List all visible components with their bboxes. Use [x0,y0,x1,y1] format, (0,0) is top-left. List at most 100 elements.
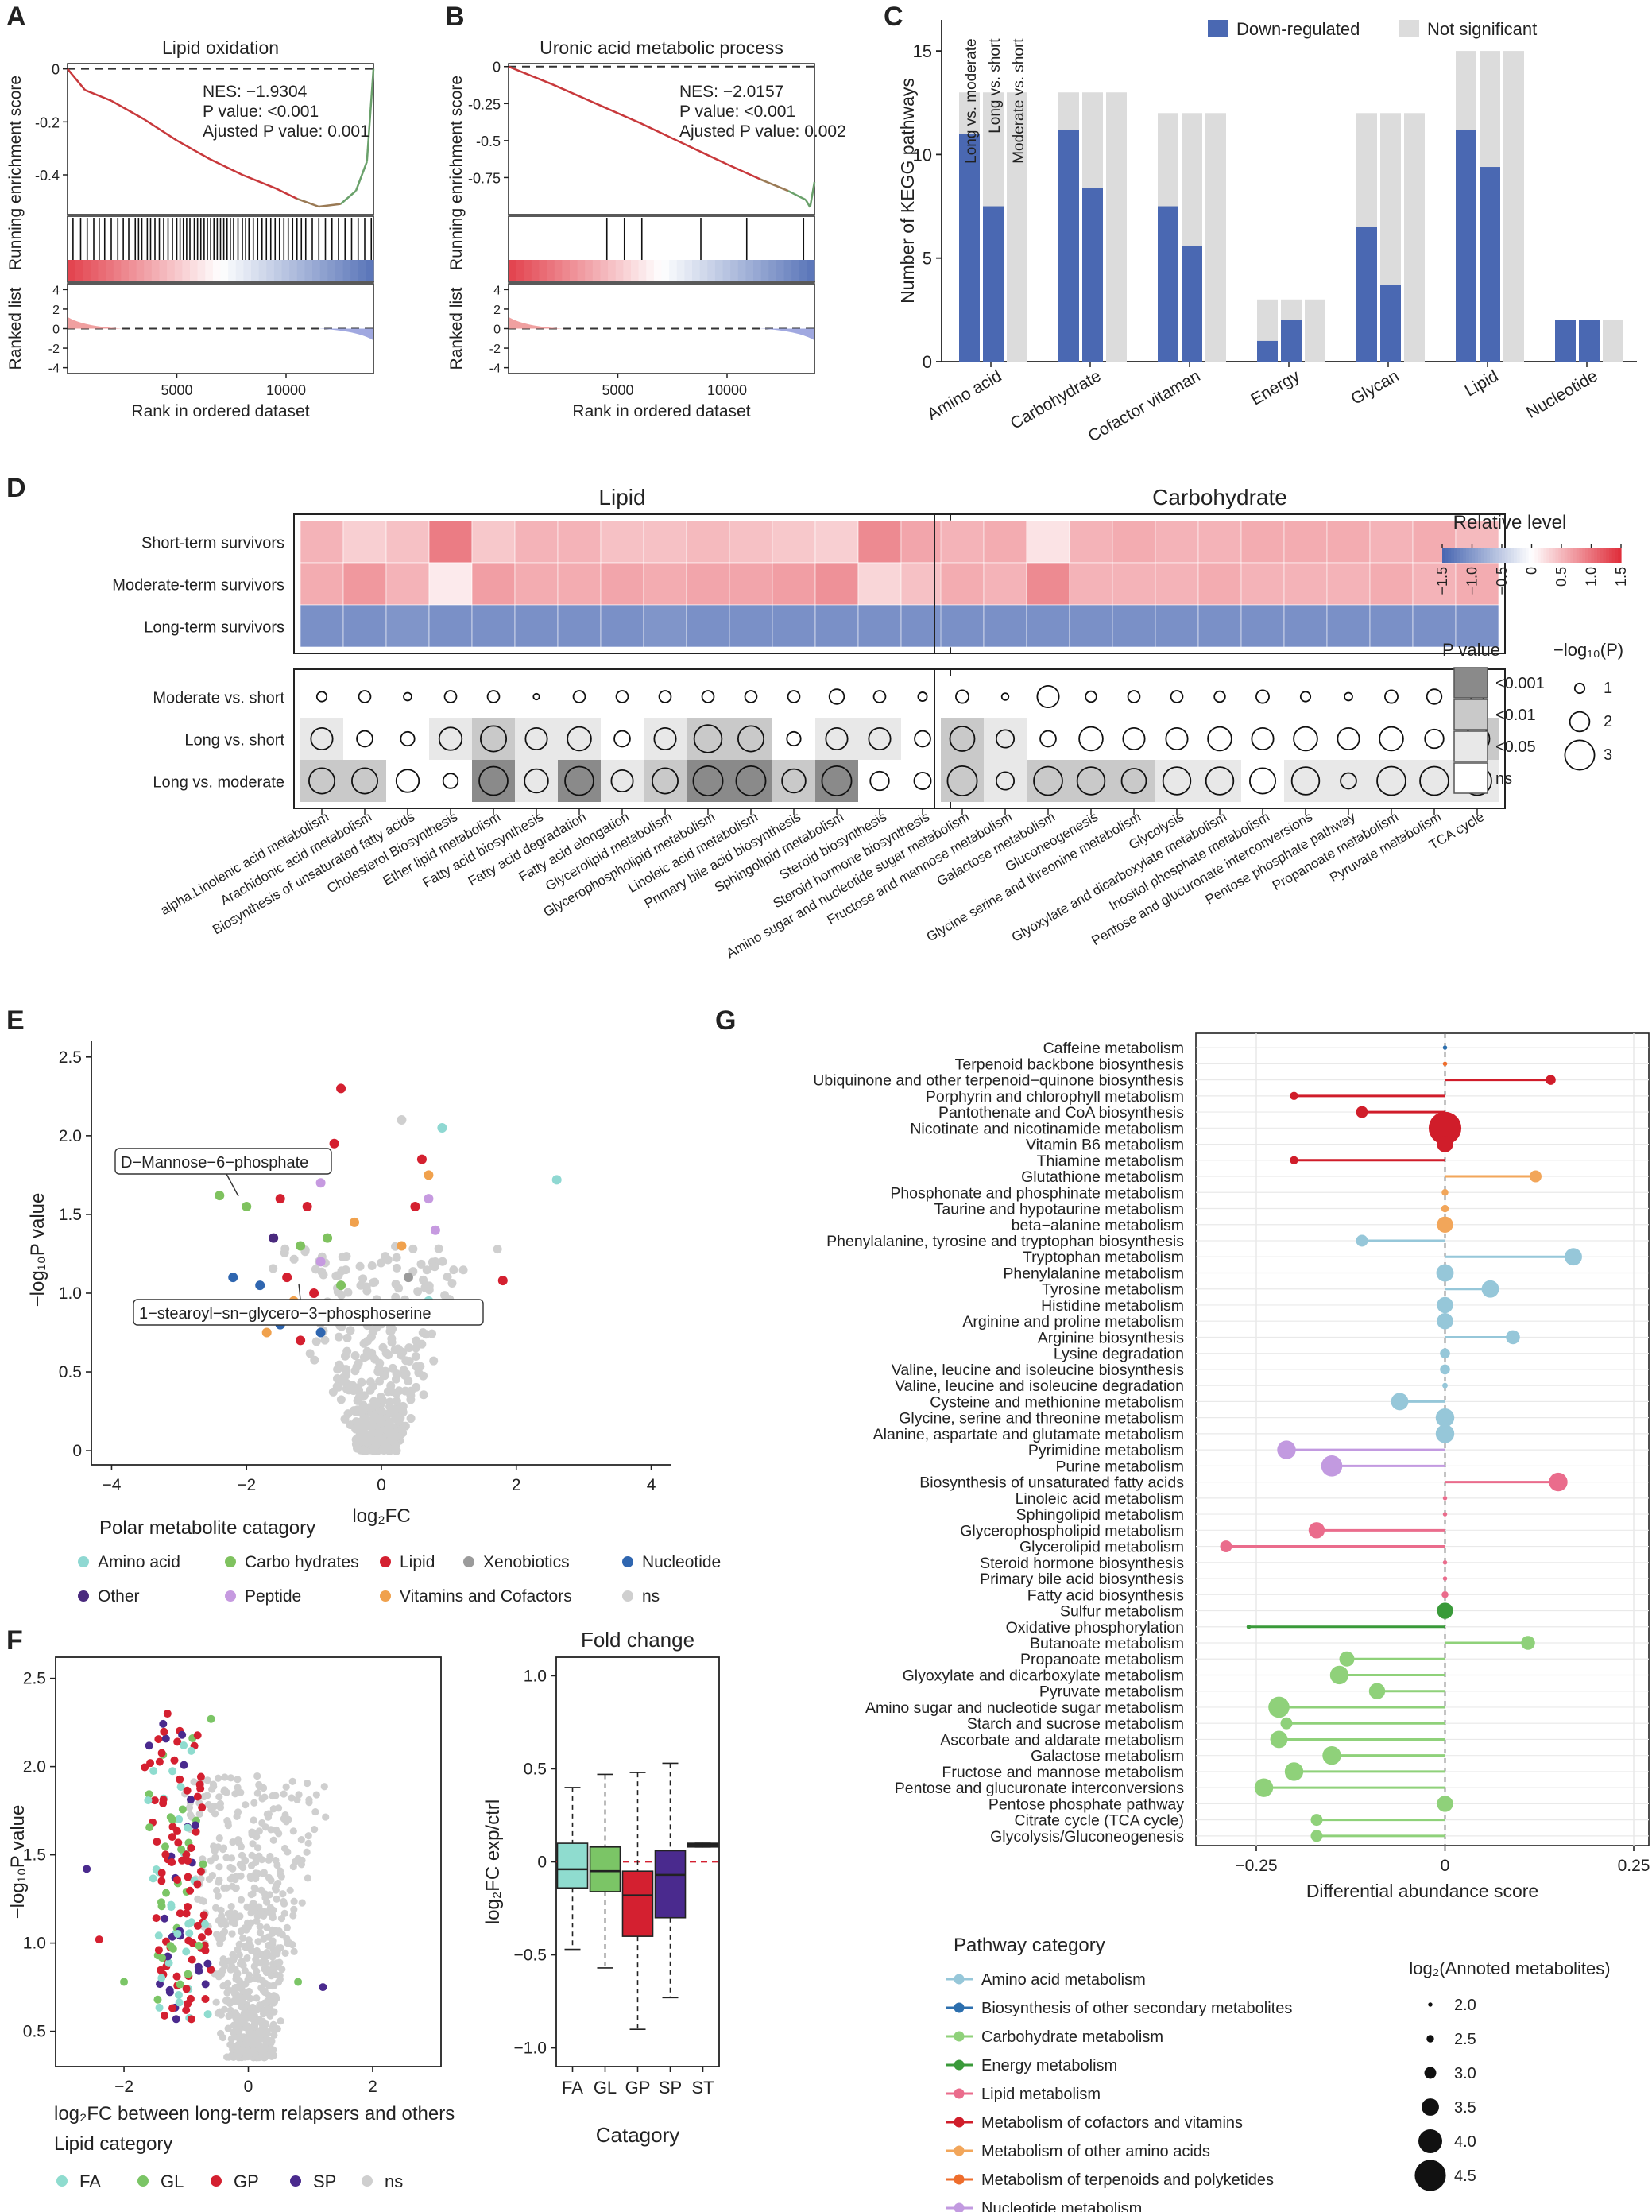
g-xtick-label: 0.25 [1618,1857,1650,1875]
g-pathway-label: Biosynthesis of unsaturated fatty acids [919,1474,1184,1492]
f-point [191,1821,199,1830]
e-ytick-label: 1.5 [59,1206,82,1224]
es-curve-segment [110,99,145,121]
f-point [178,1805,187,1814]
d-heat-cell [1026,604,1070,648]
es-curve-segment [639,122,684,145]
e-point-ns [342,1333,352,1342]
d-size-circle [1384,689,1399,704]
c-comparison-label: Long vs. short [987,38,1004,134]
d-heat-cell [428,520,473,564]
f-point-ns [228,2041,236,2049]
e-point [430,1225,440,1235]
d-pvalue-cell [1027,718,1070,760]
d-colorbar-cell [1606,548,1610,563]
f-point [152,1914,161,1923]
d-pvalue-cell [1413,676,1456,718]
f-legend-title: Lipid category [54,2133,172,2155]
g-lollipop-dot [1428,1111,1462,1145]
f-point-ns [272,1886,280,1894]
ranked-gradient-cell [144,260,153,281]
d-size-circle [786,730,802,747]
es-curve-segment [209,157,243,176]
e-point-ns [362,1286,372,1296]
f-point-ns [245,2051,253,2059]
f-point [157,1749,166,1757]
g-legend-label: Nucleotide metabolism [981,2200,1142,2212]
d-size-circle [310,726,334,751]
f-point [201,1980,210,1989]
d-pvalue-cell [815,676,858,718]
d-pvalue-cell [300,676,343,718]
d-colorbar-cell [1475,548,1479,563]
f-point-ns [253,1994,261,2002]
g-pathway-label: Arginine biosynthesis [1038,1329,1185,1346]
f-point-ns [185,1803,194,1811]
g-legend-dot [954,2002,965,2013]
d-pvalue-cell [772,676,815,718]
c-xtick-label: Lipid [1462,366,1502,400]
d-group-title: Carbohydrate [1152,485,1287,509]
f-point-ns [284,1848,292,1856]
f-point-ns [211,1904,220,1912]
f-point [180,1761,188,1769]
f-point [158,1954,167,1962]
f-legend-dot [137,2175,149,2187]
d-pvalue-cell [300,718,343,760]
f-point-ns [249,1890,257,1898]
d-colorbar-cell [1579,548,1583,563]
g-pathway-label: Tyrosine metabolism [1042,1281,1184,1299]
d-size-circle [395,769,420,793]
ytick-label: -4 [489,362,501,376]
g-pathway-label: Terpenoid backbone biosynthesis [955,1056,1185,1073]
f-legend-dot [56,2175,68,2187]
d-size-circle [787,690,801,703]
e-point-ns [397,1424,406,1434]
es-curve-segment [242,173,276,189]
d-colorbar-cell [1451,548,1455,563]
f-point [185,1929,194,1938]
f-point-ns [208,1785,216,1793]
g-size-legend-title: log₂(Annoted metabolites) [1409,1958,1610,1978]
panel-letter-f: F [6,1625,23,1656]
f-point-ns [226,1875,234,1883]
ranked-gradient-cell [799,260,807,281]
d-pvalue-cell [1070,676,1112,718]
d-size-circle [350,767,379,795]
fbox-xlabel: Catagory [596,2123,680,2147]
c-xtick-label: Nucleotide [1523,366,1600,422]
f-point [83,1865,91,1873]
f-point [183,1786,192,1795]
f-point [173,1930,182,1939]
g-size-legend-label: 3.5 [1454,2099,1476,2117]
f-point [201,1946,210,1954]
ranked-gradient-cell [570,260,578,281]
ranked-gradient-cell [251,260,260,281]
d-size-circle [828,688,845,705]
d-heat-cell [514,520,559,564]
d-heat-cell [471,562,516,606]
f-point [188,1955,196,1964]
d-colorbar-cell [1585,548,1589,563]
f-point [187,2015,195,2024]
ranked-gradient-cell [358,260,366,281]
xtick-label: 5000 [161,382,192,398]
d-size-circle [949,726,976,752]
ranked-gradient-cell [342,260,351,281]
e-legend-label: Lipid [400,1553,435,1571]
e-point-ns [449,1265,458,1275]
f-point [155,2003,164,2012]
f-point-ns [311,1807,319,1816]
c-bar-notsig [1205,113,1226,362]
d-heat-cell [940,604,985,648]
f-point [155,1757,164,1766]
d-heat-cell [1283,520,1328,564]
f-point-ns [246,1873,254,1881]
ytick-label: -0.5 [476,134,501,149]
g-lollipop-dot [1310,1814,1323,1827]
gsea-ylabel-bottom: Ranked list [447,287,466,370]
f-point [188,1939,197,1947]
c-bar-down [1257,340,1278,362]
es-curve-segment [551,83,597,105]
